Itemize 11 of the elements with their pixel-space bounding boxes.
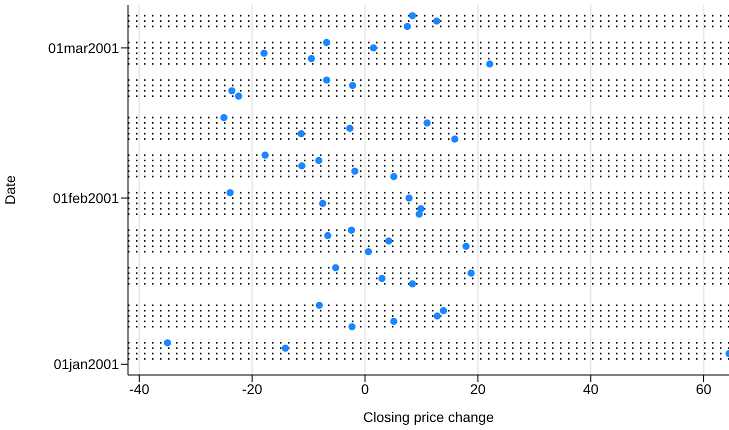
x-tick-label: 0 bbox=[361, 380, 370, 397]
x-axis-title: Closing price change bbox=[363, 409, 494, 425]
x-tick-label: -20 bbox=[242, 380, 262, 397]
y-tick-label: 01mar2001 bbox=[48, 40, 120, 56]
x-tick-label: 40 bbox=[582, 380, 599, 397]
y-tick-label: 01feb2001 bbox=[52, 190, 120, 206]
x-tick-label: 20 bbox=[470, 380, 486, 397]
x-tick-label: 60 bbox=[696, 380, 712, 397]
x-tick-label: -40 bbox=[129, 380, 150, 397]
y-axis-title: Date bbox=[2, 175, 18, 205]
y-tick-label: 01jan2001 bbox=[54, 356, 120, 372]
